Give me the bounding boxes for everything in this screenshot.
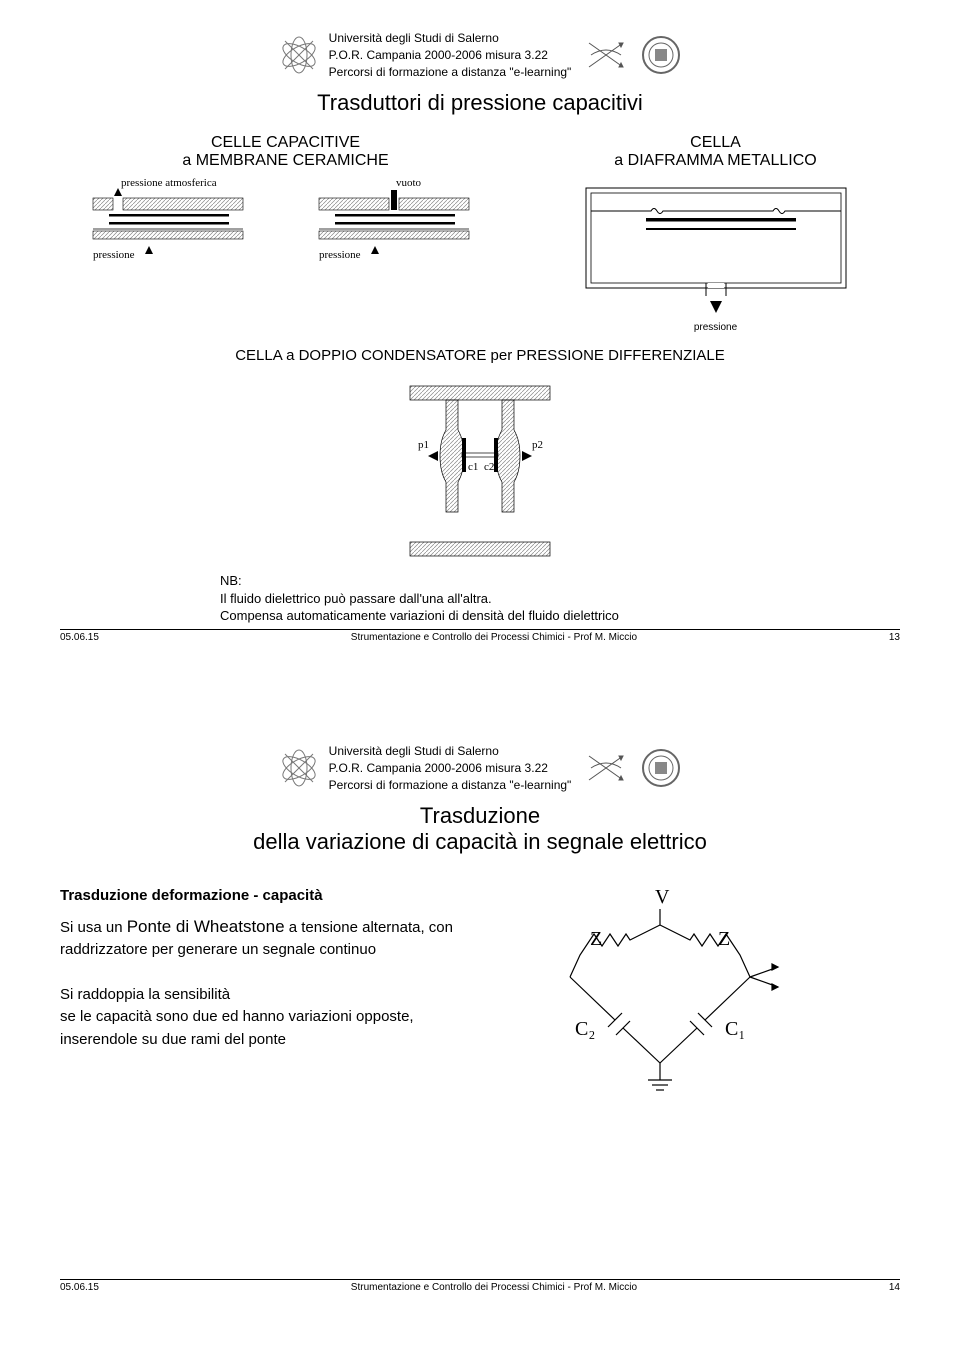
footer-pageno: 14 xyxy=(889,1282,900,1293)
label-c1: c1 xyxy=(468,461,478,473)
arrow-up-icon xyxy=(371,246,379,254)
slide13-footer: 05.06.15 Strumentazione e Controllo dei … xyxy=(60,630,900,673)
label-pressione-atm: pressione atmosferica xyxy=(121,177,217,189)
arrow-left-icon xyxy=(522,451,532,461)
slide14-title2: della variazione di capacità in segnale … xyxy=(60,829,900,855)
header-text: Università degli Studi di Salerno P.O.R.… xyxy=(329,743,572,793)
header-university: Università degli Studi di Salerno xyxy=(329,743,572,760)
bridge-Z1: Z xyxy=(590,928,602,950)
para1a: Si usa un xyxy=(60,919,127,936)
footer-center: Strumentazione e Controllo dei Processi … xyxy=(351,632,637,643)
slide14-header: Università degli Studi di Salerno P.O.R.… xyxy=(60,743,900,793)
para1b: Ponte di Wheatstone xyxy=(127,917,285,936)
slide-header: Università degli Studi di Salerno P.O.R.… xyxy=(60,30,900,80)
footer-center: Strumentazione e Controllo dei Processi … xyxy=(351,1282,637,1293)
label-p2: p2 xyxy=(532,439,543,451)
metal-diaphragm-diagram xyxy=(566,178,866,328)
label-vuoto: vuoto xyxy=(396,177,422,189)
left-column: CELLE CAPACITIVE a MEMBRANE CERAMICHE pr… xyxy=(60,134,511,266)
seal-icon xyxy=(641,748,681,788)
top-columns: CELLE CAPACITIVE a MEMBRANE CERAMICHE pr… xyxy=(60,134,900,333)
slide13-title: Trasduttori di pressione capacitivi xyxy=(60,90,900,116)
slide-14: Università degli Studi di Salerno P.O.R.… xyxy=(0,713,960,1333)
paragraph-1: Si usa un Ponte di Wheatstone a tensione… xyxy=(60,914,490,962)
slide14-title1: Trasduzione xyxy=(60,803,900,829)
bridge-C1: C₁ xyxy=(725,1018,745,1040)
left-title1: CELLE CAPACITIVE xyxy=(60,134,511,152)
arrow-right-icon xyxy=(428,451,438,461)
arrow-up-icon xyxy=(710,301,722,313)
section-heading: Trasduzione deformazione - capacità xyxy=(60,885,490,908)
arrows-icon xyxy=(581,748,631,788)
nb-line1: Il fluido dielettrico può passare dall'u… xyxy=(220,590,840,608)
slide14-footer: 05.06.15 Strumentazione e Controllo dei … xyxy=(60,1280,900,1323)
logo-lattice-icon xyxy=(279,748,319,788)
left-title2: a MEMBRANE CERAMICHE xyxy=(60,152,511,170)
body-text: Trasduzione deformazione - capacità Si u… xyxy=(60,885,490,1051)
bridge-Z2: Z xyxy=(718,928,730,950)
bridge-V: V xyxy=(655,886,670,908)
nb-label: NB: xyxy=(220,572,840,590)
ceramic-cell-right-diagram: vuoto pressione xyxy=(311,176,486,266)
arrow-up-icon xyxy=(145,246,153,254)
header-por: P.O.R. Campania 2000-2006 misura 3.22 xyxy=(329,760,572,777)
header-percorsi: Percorsi di formazione a distanza "e-lea… xyxy=(329,64,572,81)
mid-title: CELLA a DOPPIO CONDENSATORE per PRESSION… xyxy=(60,347,900,364)
arrow-down-icon xyxy=(114,188,122,196)
header-text: Università degli Studi di Salerno P.O.R.… xyxy=(329,30,572,80)
right-title1: CELLA xyxy=(531,134,900,152)
seal-icon xyxy=(641,35,681,75)
ceramic-cell-left-diagram: pressione atmosferica xyxy=(85,176,260,266)
right-title2: a DIAFRAMMA METALLICO xyxy=(531,152,900,170)
header-por: P.O.R. Campania 2000-2006 misura 3.22 xyxy=(329,47,572,64)
header-percorsi: Percorsi di formazione a distanza "e-lea… xyxy=(329,777,572,794)
nb-line2: Compensa automaticamente variazioni di d… xyxy=(220,607,840,625)
label-pressione-right: pressione xyxy=(531,322,900,333)
label-c2: c2 xyxy=(484,461,494,473)
footer-date: 05.06.15 xyxy=(60,1282,99,1293)
logo-lattice-icon xyxy=(279,35,319,75)
footer-date: 05.06.15 xyxy=(60,632,99,643)
label-pressione-a: pressione xyxy=(93,249,135,261)
bridge-C2: C₂ xyxy=(575,1018,595,1040)
header-university: Università degli Studi di Salerno xyxy=(329,30,572,47)
double-condenser-diagram: p1 p2 c1 c2 xyxy=(370,376,590,566)
right-column: CELLA a DIAFRAMMA METALLICO press xyxy=(531,134,900,333)
nb-block: NB: Il fluido dielettrico può passare da… xyxy=(220,572,840,625)
slide-13: Università degli Studi di Salerno P.O.R.… xyxy=(0,0,960,683)
footer-pageno: 13 xyxy=(889,632,900,643)
arrows-icon xyxy=(581,35,631,75)
label-p1: p1 xyxy=(418,439,429,451)
lower-content: Trasduzione deformazione - capacità Si u… xyxy=(60,885,900,1105)
wheatstone-bridge-diagram: V Z Z C₂ C₁ xyxy=(520,885,800,1105)
paragraph-2: Si raddoppia la sensibilità se le capaci… xyxy=(60,984,490,1052)
label-pressione-b: pressione xyxy=(319,249,361,261)
